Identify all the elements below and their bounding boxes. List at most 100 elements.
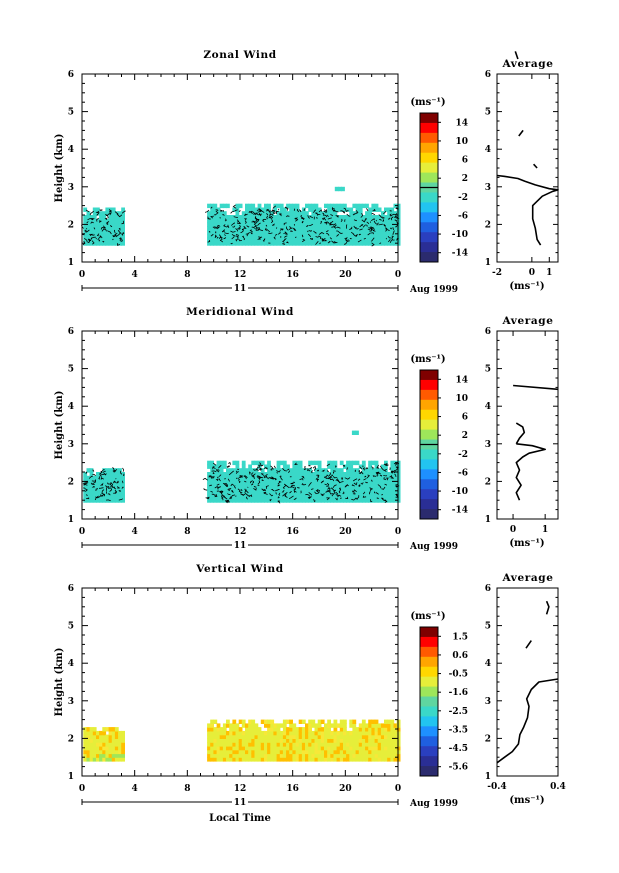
data-cell — [105, 237, 110, 242]
contour-line — [271, 209, 276, 212]
data-cell — [396, 230, 401, 235]
contour-line — [278, 492, 281, 496]
data-cell — [108, 218, 113, 224]
average-y-tick-label: 6 — [485, 70, 491, 80]
contour-line — [104, 217, 108, 221]
data-cell — [86, 742, 91, 747]
data-cell — [377, 734, 382, 739]
data-cell — [336, 723, 341, 728]
data-cell — [365, 730, 369, 736]
data-cell — [257, 483, 262, 488]
data-cell — [222, 472, 227, 477]
data-cell — [273, 753, 278, 758]
average-x-axis-label: (ms⁻¹) — [509, 538, 544, 549]
contour-line — [243, 213, 248, 217]
data-cell — [324, 241, 328, 246]
data-cell — [276, 490, 281, 496]
data-cell — [111, 207, 116, 212]
x-tick-label: 0 — [79, 527, 85, 537]
data-cell — [305, 490, 309, 496]
data-cell — [380, 742, 385, 747]
contour-line — [243, 225, 247, 229]
data-cell — [308, 460, 312, 466]
data-cell — [384, 757, 388, 762]
contour-line — [257, 480, 261, 485]
data-cell — [264, 723, 268, 728]
data-cell — [333, 749, 338, 755]
data-cell — [105, 218, 110, 224]
data-cell — [213, 207, 218, 212]
data-cell — [339, 222, 344, 227]
data-cell — [346, 479, 350, 484]
data-cell — [380, 468, 385, 473]
data-cell — [301, 490, 306, 496]
data-cell — [238, 230, 243, 235]
contour-line — [230, 210, 235, 214]
contour-line — [96, 217, 100, 222]
colorbar-label: -5.6 — [449, 763, 468, 773]
contour-line — [283, 238, 287, 242]
contour-line — [254, 217, 259, 221]
contour-line — [217, 487, 220, 490]
data-cell — [219, 734, 224, 739]
data-cell — [264, 757, 268, 762]
data-cell — [289, 215, 293, 220]
contour-line — [99, 473, 102, 477]
data-cell — [349, 237, 354, 242]
data-cell — [213, 487, 218, 492]
date-label: 11 — [234, 798, 247, 808]
data-cell — [235, 749, 240, 755]
data-cell — [222, 475, 227, 481]
data-cell — [114, 468, 119, 473]
data-cell — [207, 727, 211, 732]
data-cell — [267, 464, 271, 469]
data-cell — [324, 490, 328, 496]
data-cell — [368, 730, 372, 736]
data-cell — [241, 218, 246, 224]
data-cell — [273, 490, 278, 496]
contour-line — [359, 224, 363, 228]
data-cell — [371, 723, 376, 728]
data-cell — [102, 483, 107, 488]
data-cell — [298, 464, 303, 469]
contour-line — [310, 470, 314, 474]
data-cell — [286, 215, 290, 220]
data-cell — [289, 230, 293, 235]
contour-line — [121, 232, 125, 236]
contour-line — [85, 228, 88, 230]
y-axis-label: Height (km) — [54, 391, 65, 460]
data-cell — [380, 498, 385, 503]
contour-line — [233, 216, 238, 218]
data-cell — [235, 483, 240, 488]
contour-line — [277, 231, 281, 235]
data-cell — [273, 479, 278, 484]
data-cell — [355, 207, 360, 212]
data-cell — [105, 745, 110, 751]
contour-line — [329, 222, 332, 226]
data-cell — [377, 749, 382, 755]
data-cell — [108, 742, 113, 747]
data-cell — [260, 498, 265, 503]
data-cell — [241, 723, 246, 728]
data-cell — [92, 230, 97, 235]
contour-line — [280, 228, 284, 231]
data-cell — [377, 233, 382, 239]
contour-line — [363, 478, 367, 481]
data-cell — [121, 494, 125, 499]
contour-line — [289, 490, 292, 494]
data-cell — [346, 494, 350, 499]
contour-line — [350, 231, 355, 236]
data-cell — [254, 757, 259, 762]
data-cell — [374, 494, 379, 499]
data-cell — [371, 468, 376, 473]
data-cell — [390, 494, 395, 499]
data-cell — [387, 738, 391, 743]
data-cell — [108, 745, 113, 751]
contour-line — [345, 496, 349, 499]
contour-line — [326, 482, 330, 487]
data-cell — [308, 723, 312, 728]
data-cell — [254, 237, 259, 242]
data-cell — [358, 203, 363, 209]
data-cell — [235, 723, 240, 728]
data-cell — [213, 215, 218, 220]
